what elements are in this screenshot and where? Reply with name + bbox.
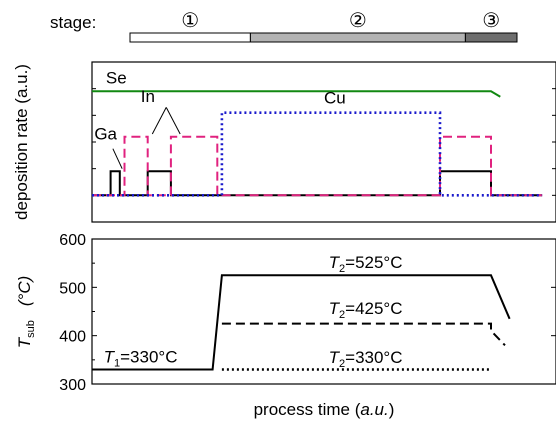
temperature-series-line [92,274,511,371]
temperature-ytick-label: 400 [59,329,86,346]
temperature-annotation: T2=525°C [329,253,403,275]
temperature-annotation: T2=425°C [329,299,403,321]
temperature-ylabel-unit: (°C) [15,276,34,306]
annotation-leader [112,148,123,169]
annotation-ga: Ga [94,124,117,143]
temperature-annotation: T2=330°C [329,348,403,370]
stage-label: stage: [50,13,96,32]
temperature-annotations: T1=330°C T2=525°C T2=425°C T2=330°C [104,253,403,370]
temperature-series-line [221,322,506,346]
series-cu-line [92,111,543,197]
annotation-cu: Cu [324,88,346,107]
temperature-annotation: T1=330°C [104,347,178,369]
temperature-ytick-label: 600 [59,232,86,249]
x-axis-label-text: process time [254,400,350,419]
deposition-series-group [92,90,543,197]
stage-number-3: ③ [482,10,500,32]
temperature-panel-ticks: 300 400 500 600 [59,232,556,394]
temperature-ytick-label: 500 [59,280,86,297]
stage-segment-1 [129,32,251,43]
x-axis-label: process time (a.u.) [254,400,395,419]
x-axis-label-unit: a.u. [360,400,388,419]
annotation-in: In [141,87,155,106]
stage-number-2: ② [349,10,367,32]
stage-bar: stage: ① ② ③ [50,10,518,43]
annotation-leader [151,107,167,135]
deposition-panel-frame [91,61,556,223]
deposition-ylabel: deposition rate (a.u.) [12,64,31,220]
stage-segment-3 [464,32,518,43]
temperature-ylabel: Tsub (°C) [15,276,37,349]
annotation-leader [165,107,181,135]
series-ga-line [92,170,543,197]
temperature-ylabel-sub: sub [25,320,37,338]
series-se-line [92,90,501,98]
temperature-ylabel-main: T [15,336,34,348]
annotation-se: Se [106,68,127,87]
temperature-series-group [92,274,511,371]
stage-number-1: ① [181,10,199,32]
deposition-panel-ticks [92,88,556,196]
series-in-line [92,135,543,197]
deposition-annotations: Se Ga In Cu [94,68,346,169]
stage-segment-2 [249,32,466,43]
temperature-ytick-label: 300 [59,377,86,394]
